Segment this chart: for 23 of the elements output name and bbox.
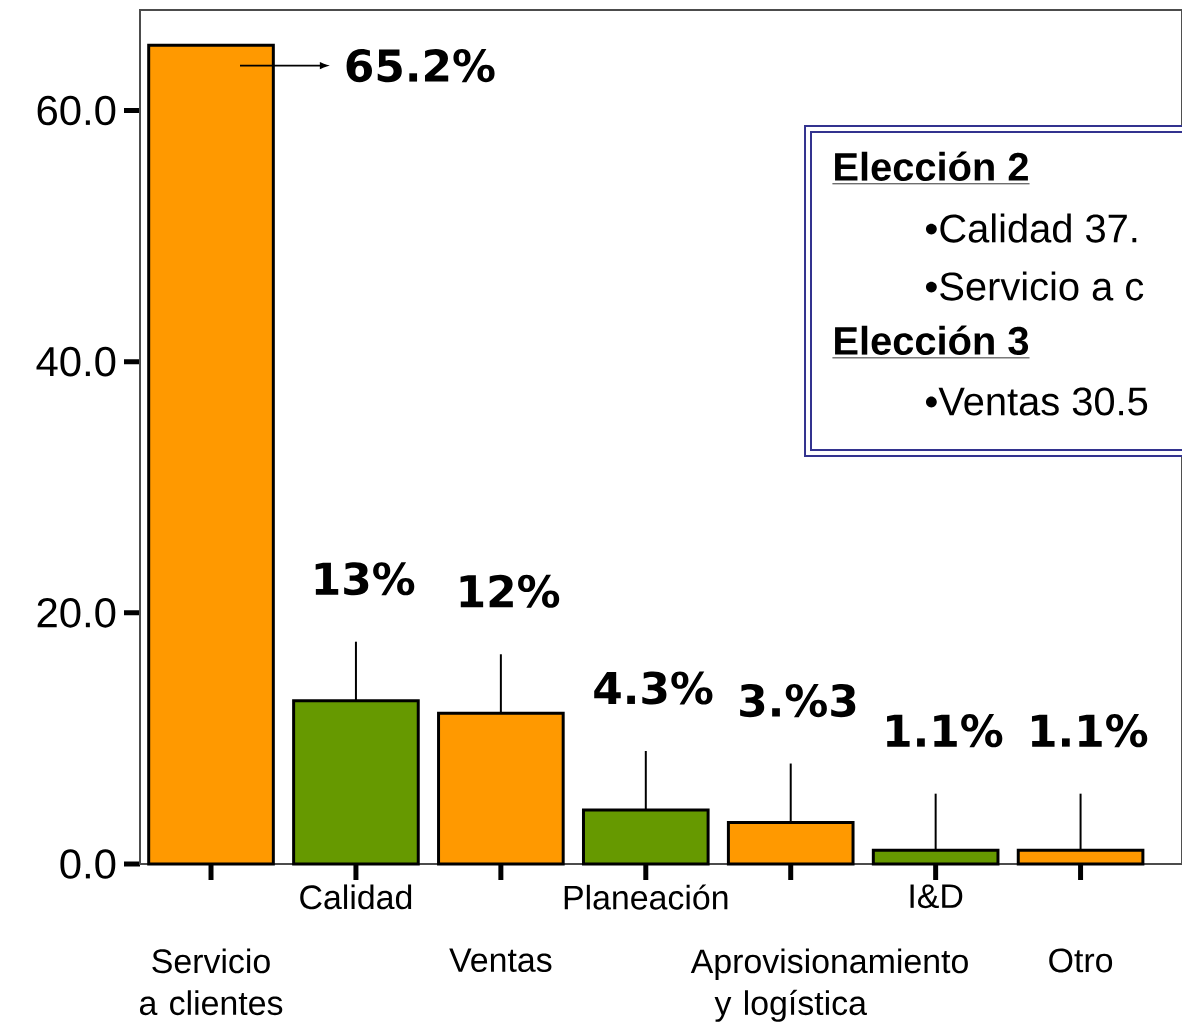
annotation: •Servicio a c <box>925 271 1144 301</box>
annotation: •Ventas 30.5 <box>925 387 1148 416</box>
annotation: •Calidad 37. <box>925 213 1137 243</box>
data-label: 1.1% <box>1031 714 1148 748</box>
x-tick-label: Ventas <box>449 948 552 973</box>
data-label: 4.3% <box>594 671 713 705</box>
y-tick-label: 0.0 <box>60 849 116 879</box>
x-tick-label: I&D <box>910 884 963 909</box>
x-tick-label: Otro <box>1049 948 1113 973</box>
data-label: 12% <box>460 574 560 608</box>
annotation: Elección 2 <box>835 151 1028 181</box>
x-tick-label: Calidad <box>300 884 412 910</box>
annotation: Elección 3 <box>835 325 1029 356</box>
y-tick-label: 20.0 <box>37 598 116 628</box>
x-tick-label: Aprovisionamiento y logística <box>690 948 968 1022</box>
data-label: 3.%3 <box>740 683 856 718</box>
y-tick-label: 60.0 <box>37 95 116 126</box>
data-label: 1.1% <box>887 714 1003 748</box>
y-tick-label: 40.0 <box>36 346 116 377</box>
x-tick-label: Servicio a clientes <box>139 948 283 1016</box>
data-label: 65.2% <box>346 49 495 83</box>
x-tick-label: Planeación <box>564 884 728 910</box>
data-label: 13% <box>315 562 415 596</box>
